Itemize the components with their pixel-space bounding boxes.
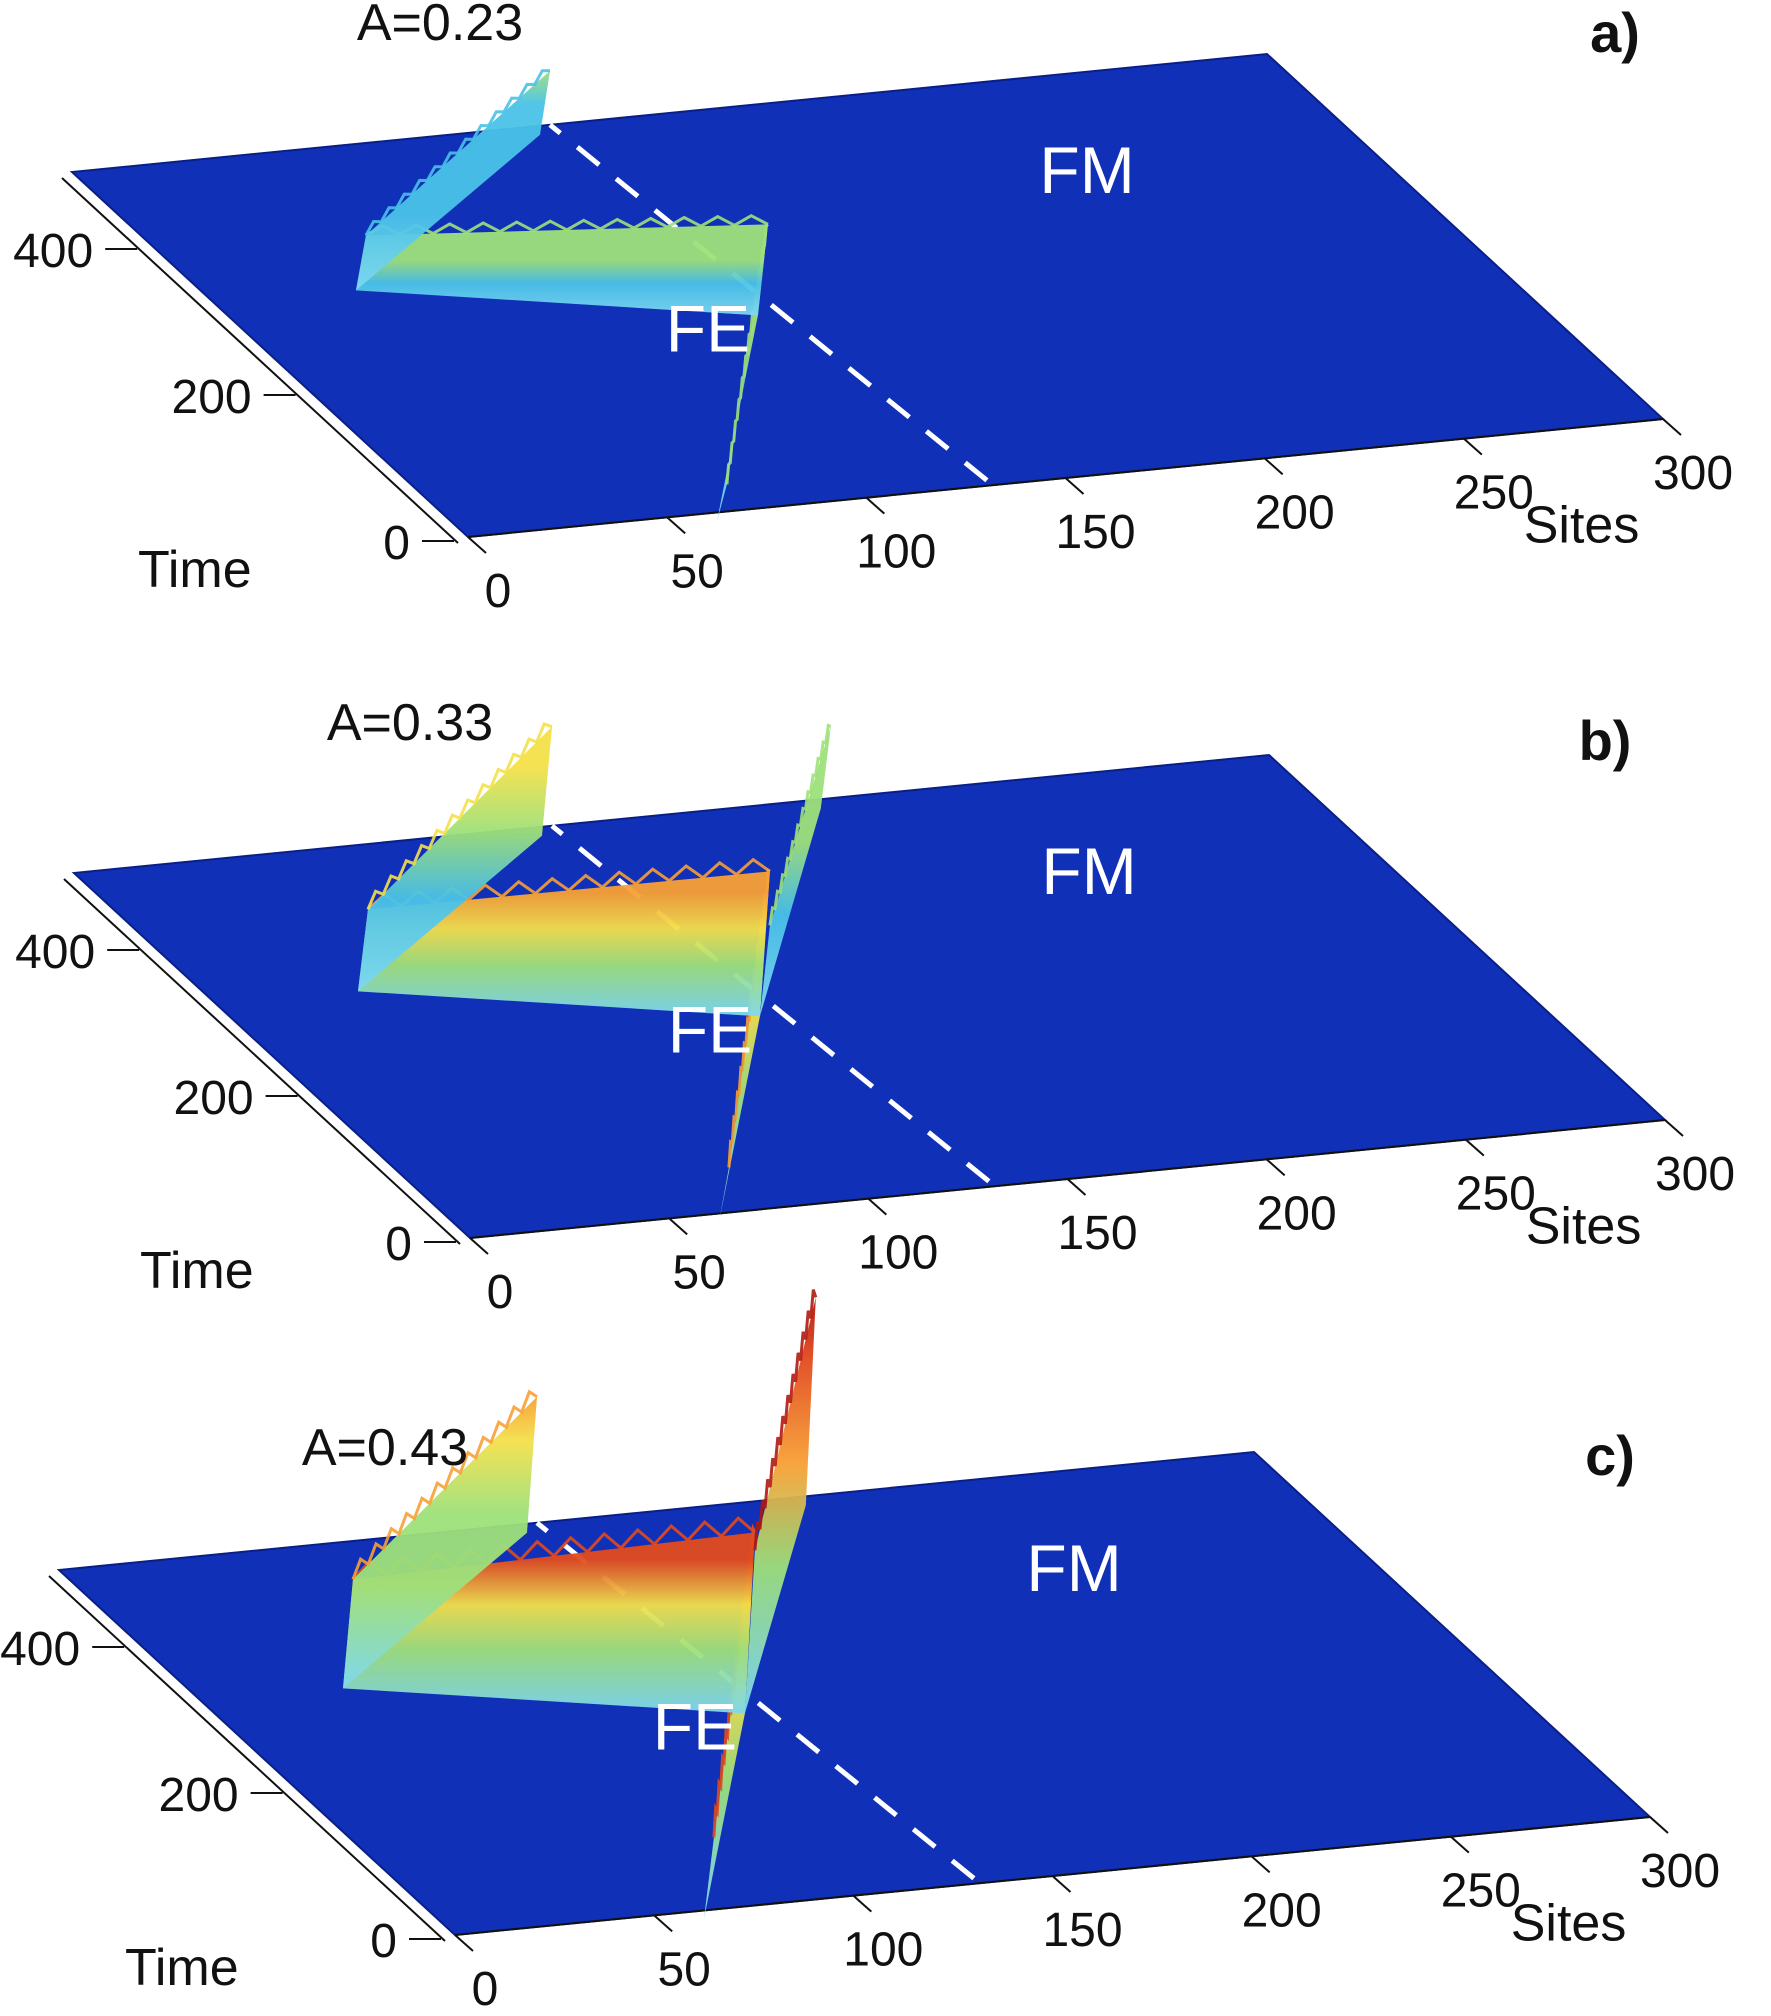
sites-tick-label: 0 bbox=[472, 1963, 499, 2016]
panel-title: A=0.43 bbox=[302, 1419, 468, 1477]
sites-tick-label: 300 bbox=[1653, 447, 1733, 500]
transmitted-wave-crest bbox=[768, 723, 832, 926]
sites-tick bbox=[1465, 1138, 1485, 1157]
sites-tick-label: 150 bbox=[1057, 1207, 1137, 1260]
region-label-fe: FE bbox=[668, 993, 752, 1067]
sites-tick-label: 300 bbox=[1655, 1148, 1735, 1201]
sites-tick bbox=[469, 1237, 489, 1255]
time-axis-line bbox=[48, 1575, 446, 1942]
sites-tick-label: 100 bbox=[843, 1924, 923, 1977]
sites-tick bbox=[1649, 1816, 1669, 1834]
sites-tick bbox=[1664, 1119, 1684, 1137]
time-tick-label: 0 bbox=[383, 517, 410, 570]
wave-segment bbox=[357, 871, 770, 1017]
region-label-fm: FM bbox=[1039, 133, 1134, 207]
panel-2: FE FM 0 50 100 150 200 250 300 0 200 400 Sites Time A=… bbox=[15, 694, 1735, 1319]
sites-tick-label: 50 bbox=[670, 545, 723, 598]
wave-segment bbox=[355, 70, 550, 291]
time-axis-line bbox=[61, 177, 459, 544]
region-label-fm: FM bbox=[1026, 1531, 1121, 1605]
sites-axis-title: Sites bbox=[1511, 1894, 1627, 1952]
sites-tick-label: 250 bbox=[1456, 1168, 1536, 1221]
sites-tick-label: 100 bbox=[856, 526, 936, 579]
panel-letter: b) bbox=[1579, 709, 1632, 772]
region-label-fe: FE bbox=[666, 292, 750, 366]
sites-tick-label: 200 bbox=[1257, 1187, 1337, 1240]
time-tick-label: 200 bbox=[159, 1769, 239, 1822]
sites-tick bbox=[1066, 1178, 1087, 1196]
sites-tick bbox=[666, 516, 686, 535]
wave-crest bbox=[351, 1389, 538, 1580]
wave-segment bbox=[357, 726, 552, 992]
surface-plane bbox=[69, 52, 1666, 539]
time-axis-line bbox=[63, 878, 461, 1245]
sites-tick-label: 200 bbox=[1255, 486, 1335, 539]
sites-tick-label: 50 bbox=[672, 1246, 725, 1299]
time-axis-title: Time bbox=[140, 1242, 254, 1300]
sites-tick bbox=[1051, 1875, 1072, 1893]
panel-title: A=0.23 bbox=[357, 0, 523, 52]
panel-1: FE FM 0 50 100 150 200 250 300 0 200 400 Sites Time A=… bbox=[13, 0, 1733, 618]
sites-axis-title: Sites bbox=[1526, 1197, 1642, 1255]
surface-plane bbox=[56, 1450, 1653, 1937]
wave-segment bbox=[342, 1396, 537, 1689]
time-axis-title: Time bbox=[138, 541, 252, 599]
sites-tick bbox=[1463, 437, 1483, 456]
time-axis-title: Time bbox=[125, 1939, 239, 1997]
sites-tick-label: 150 bbox=[1055, 506, 1135, 559]
sites-tick bbox=[1662, 418, 1682, 436]
panel-title: A=0.33 bbox=[327, 694, 493, 752]
sites-tick-label: 0 bbox=[485, 565, 512, 618]
time-tick-label: 0 bbox=[385, 1218, 412, 1271]
time-tick-label: 0 bbox=[370, 1915, 397, 1968]
sites-tick bbox=[1266, 1158, 1286, 1177]
surface-plane bbox=[71, 753, 1668, 1240]
panel-3: FE FM 0 50 100 150 200 250 300 0 200 400 Sites Time A=… bbox=[0, 1289, 1720, 2016]
sites-tick bbox=[1450, 1835, 1470, 1854]
sites-tick bbox=[1251, 1855, 1271, 1874]
wave-crest bbox=[365, 213, 769, 237]
sites-tick-label: 50 bbox=[657, 1943, 710, 1996]
panel-letter: c) bbox=[1585, 1424, 1635, 1487]
region-label-fe: FE bbox=[653, 1690, 737, 1764]
sites-tick-label: 200 bbox=[1242, 1884, 1322, 1937]
panel-letter: a) bbox=[1590, 1, 1640, 64]
sites-tick-label: 0 bbox=[487, 1266, 514, 1319]
wave-crest bbox=[364, 69, 551, 237]
sites-tick bbox=[467, 536, 487, 554]
time-tick-label: 400 bbox=[15, 926, 95, 979]
interface-line bbox=[548, 122, 1028, 514]
wave-segment bbox=[355, 224, 768, 316]
sites-tick bbox=[668, 1217, 688, 1236]
sites-tick-label: 100 bbox=[858, 1227, 938, 1280]
sites-axis-title: Sites bbox=[1524, 496, 1640, 554]
wave-crest bbox=[366, 721, 553, 910]
sites-tick-label: 300 bbox=[1640, 1845, 1720, 1898]
sites-tick bbox=[1064, 477, 1085, 495]
sites-tick bbox=[454, 1934, 474, 1952]
sites-tick bbox=[852, 1894, 872, 1913]
sites-tick-label: 250 bbox=[1454, 467, 1534, 520]
sites-tick-label: 150 bbox=[1042, 1904, 1122, 1957]
sites-tick bbox=[653, 1914, 673, 1933]
time-tick-label: 400 bbox=[13, 225, 93, 278]
transmitted-wave-segment bbox=[759, 726, 831, 1017]
sites-tick bbox=[867, 1197, 887, 1216]
sites-tick-label: 250 bbox=[1441, 1865, 1521, 1918]
transmitted-wave-crest bbox=[753, 1289, 818, 1551]
sites-tick bbox=[1264, 457, 1284, 476]
time-tick-label: 200 bbox=[172, 371, 252, 424]
transmitted-wave-segment bbox=[744, 1297, 816, 1714]
sites-tick bbox=[865, 496, 885, 515]
time-tick-label: 200 bbox=[174, 1072, 254, 1125]
region-label-fm: FM bbox=[1041, 834, 1136, 908]
time-tick-label: 400 bbox=[0, 1623, 80, 1676]
